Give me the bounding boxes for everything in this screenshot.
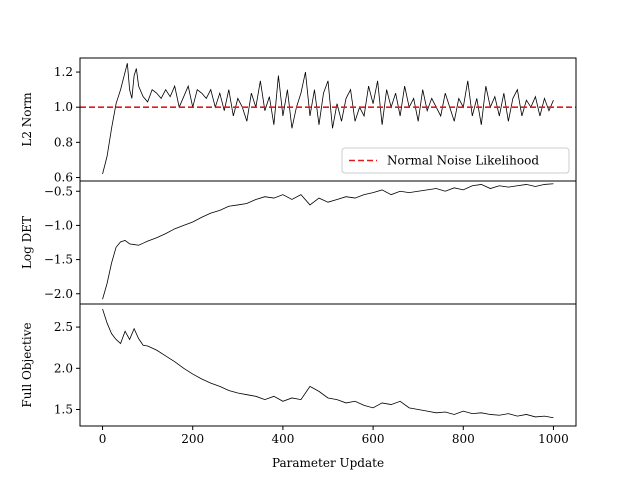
y-tick-label: −2.0 xyxy=(44,287,73,301)
x-tick-label: 400 xyxy=(271,432,294,446)
y-tick-label: 0.8 xyxy=(54,135,73,149)
y-tick-label: 1.5 xyxy=(54,403,73,417)
y-tick-label: 1.0 xyxy=(54,100,73,114)
series-line-3 xyxy=(102,308,554,419)
panel-2: −2.0 −1.5 −1.0 −0.5 Log DET xyxy=(20,180,577,305)
series-line-2 xyxy=(102,183,554,300)
y-axis-label: Full Objective xyxy=(20,322,34,407)
y-tick-label: 1.2 xyxy=(54,65,73,79)
y-tick-label: −0.5 xyxy=(44,184,73,198)
legend-entry: Normal Noise Likelihood xyxy=(387,154,539,168)
legend: Normal Noise Likelihood xyxy=(341,147,570,174)
y-tick-label: 0.6 xyxy=(54,170,73,184)
x-tick-label: 0 xyxy=(99,432,107,446)
plot-frame xyxy=(79,180,577,305)
plot-frame xyxy=(79,303,577,427)
x-tick-label: 1000 xyxy=(538,432,569,446)
y-tick-label: 2.0 xyxy=(54,361,73,375)
panel-1: 0.6 0.8 1.0 1.2 L2 Norm Normal Noise Likeliho… xyxy=(20,57,577,184)
panels: 0.6 0.8 1.0 1.2 L2 Norm Normal Noise Likeliho… xyxy=(20,57,577,470)
series-line-1 xyxy=(102,63,554,175)
y-axis-label: L2 Norm xyxy=(20,92,34,147)
x-tick-label: 200 xyxy=(181,432,204,446)
y-tick-label: 2.5 xyxy=(54,320,73,334)
x-tick-label: 800 xyxy=(452,432,475,446)
x-axis-label: Parameter Update xyxy=(272,456,384,470)
legend-box xyxy=(341,147,570,174)
y-axis-label: Log DET xyxy=(20,216,34,269)
x-tick-label: 600 xyxy=(362,432,385,446)
panel-3: 1.5 2.0 2.5 0 200 400 600 800 1000 Full Objective… xyxy=(20,303,577,470)
y-tick-label: −1.5 xyxy=(44,253,73,267)
y-tick-label: −1.0 xyxy=(44,218,73,232)
